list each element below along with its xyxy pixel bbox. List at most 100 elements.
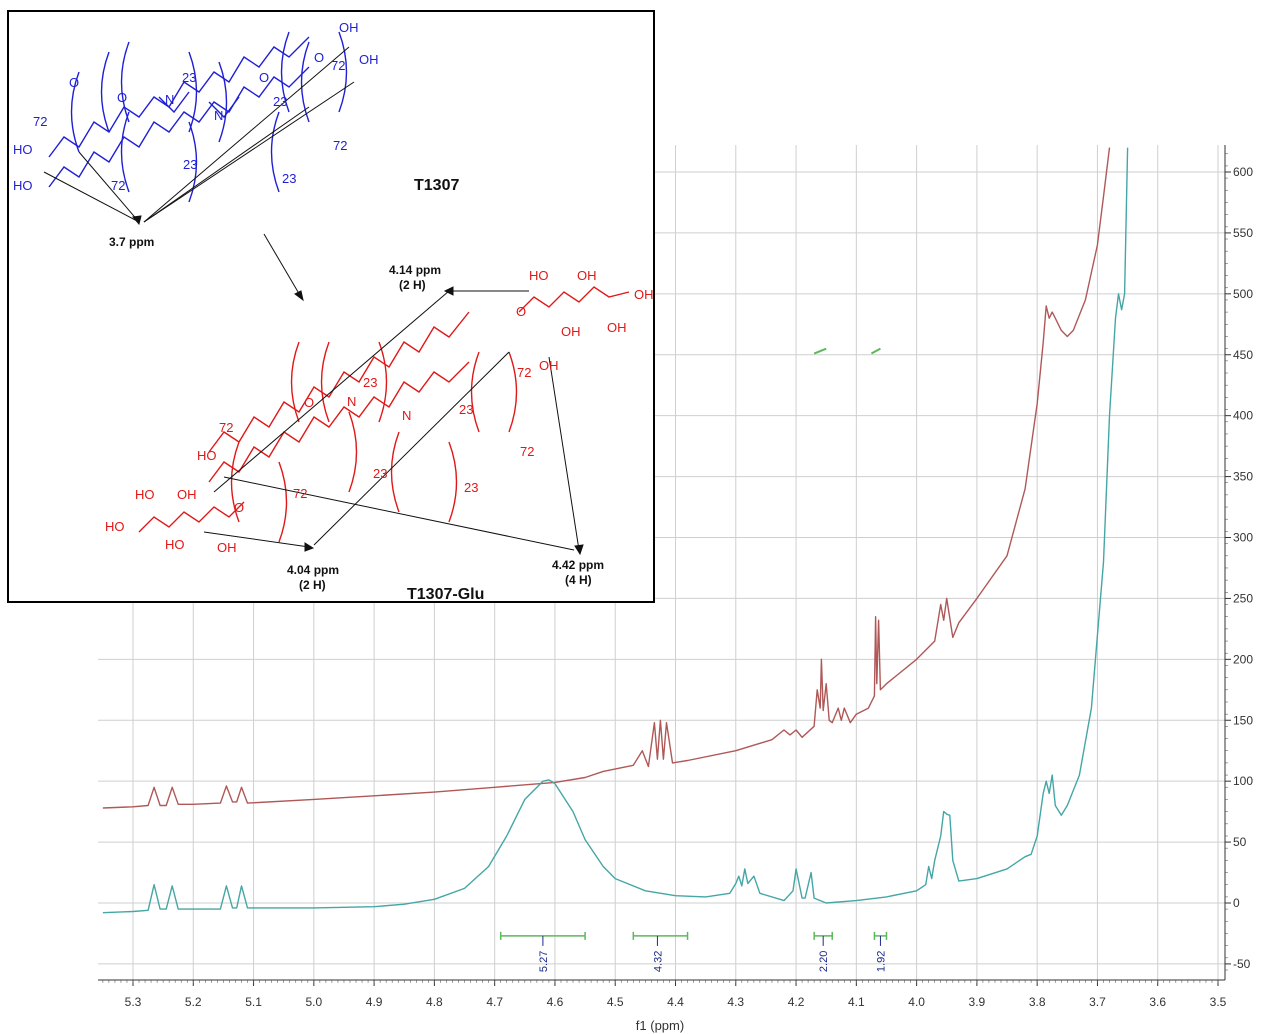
blue-72-label-3: 72: [331, 58, 345, 73]
red-ho-label-1: HO: [529, 268, 549, 283]
blue-72-label-2: 72: [111, 178, 125, 193]
red-o-label-3: O: [304, 395, 314, 410]
title-t1307-glu: T1307-Glu: [407, 586, 484, 603]
x-tick-label: 3.8: [1029, 995, 1046, 1009]
annotation-3-7-ppm: 3.7 ppm: [109, 235, 154, 249]
integral-marker: 4.32: [632, 931, 689, 972]
red-oh-label-4: OH: [607, 320, 627, 335]
red-ho-label-4: HO: [105, 519, 125, 534]
integral-label: 1.92: [875, 951, 887, 972]
x-tick-label: 3.7: [1089, 995, 1106, 1009]
y-tick-label: 350: [1233, 470, 1253, 484]
blue-n-label-2: N: [214, 108, 223, 123]
red-oh-label-7: OH: [217, 540, 237, 555]
blue-o-label-3: O: [259, 70, 269, 85]
blue-23-label-1: 23: [182, 70, 196, 85]
red-n-label-2: N: [402, 408, 411, 423]
x-tick-label: 4.9: [366, 995, 383, 1009]
y-tick-label: 450: [1233, 348, 1253, 362]
x-tick-label: 4.2: [788, 995, 805, 1009]
red-ho-label-3: HO: [135, 487, 155, 502]
red-oh-label-5: OH: [539, 358, 559, 373]
red-oh-label-6: OH: [177, 487, 197, 502]
x-tick-label: 4.1: [848, 995, 865, 1009]
blue-oh-label-1: OH: [339, 20, 359, 35]
x-tick-label: 5.0: [305, 995, 322, 1009]
red-oh-label-1: OH: [577, 268, 597, 283]
red-oh-label-3: OH: [561, 324, 581, 339]
blue-23-label-3: 23: [273, 94, 287, 109]
blue-72-label-1: 72: [33, 114, 47, 129]
spectrum-teal-line: [102, 147, 1129, 914]
t1307-glu-structure: [138, 286, 630, 543]
annotation-4-42-ppm: 4.42 ppm: [552, 558, 604, 572]
annotation-4-04-ppm: 4.04 ppm: [287, 563, 339, 577]
axes-layer: 5.3 5.2 5.1 5.0 4.9 4.8 4.7 4.6 4.5 4.4 4.3 4.2 4.1 4…: [98, 145, 1253, 1009]
x-tick-label: 5.1: [245, 995, 262, 1009]
red-n-label-1: N: [347, 394, 356, 409]
integral-curve: [813, 347, 827, 355]
structure-inset: OH OH HO HO O O O O N N 23 23 23 23 72 7…: [7, 10, 655, 603]
y-tick-label: 100: [1233, 774, 1253, 788]
blue-ho-label-2: HO: [13, 178, 33, 193]
blue-o-label-2: O: [117, 90, 127, 105]
blue-o-label-4: O: [314, 50, 324, 65]
red-72-label-2: 72: [293, 486, 307, 501]
y-tick-label: 400: [1233, 409, 1253, 423]
x-tick-label: 4.6: [547, 995, 564, 1009]
inset-arrows: [43, 46, 584, 556]
red-o-label-2: O: [234, 500, 244, 515]
red-23-label-4: 23: [464, 480, 478, 495]
annotation-4-14-h: (2 H): [399, 278, 426, 292]
red-23-label-3: 23: [373, 466, 387, 481]
y-tick-label: 300: [1233, 531, 1253, 545]
annotation-4-04-h: (2 H): [299, 578, 326, 592]
blue-23-label-4: 23: [282, 171, 296, 186]
red-atom-labels: HO OH OH OH OH OH HO HO OH HO HO OH O O …: [105, 268, 654, 555]
red-72-label-3: 72: [517, 365, 531, 380]
t1307-structure: [48, 31, 348, 203]
integral-marker: 1.92: [873, 931, 887, 972]
red-oh-label-2: OH: [634, 287, 654, 302]
annotation-4-14-ppm: 4.14 ppm: [389, 263, 441, 277]
y-tick-label: -50: [1233, 957, 1251, 971]
x-tick-label: 3.6: [1149, 995, 1166, 1009]
x-tick-label: 4.4: [667, 995, 684, 1009]
x-tick-label: 4.3: [727, 995, 744, 1009]
x-axis-label: f1 (ppm): [636, 1018, 684, 1033]
red-o-label-1: O: [516, 304, 526, 319]
blue-o-label-1: O: [69, 75, 79, 90]
red-ho-label-2: HO: [197, 448, 217, 463]
blue-72-label-4: 72: [333, 138, 347, 153]
x-tick-label: 3.5: [1210, 995, 1227, 1009]
y-tick-label: 50: [1233, 835, 1247, 849]
y-tick-label: 200: [1233, 652, 1253, 666]
integral-label: 4.32: [652, 951, 664, 972]
x-tick-label: 4.0: [908, 995, 925, 1009]
red-ho-label-5: HO: [165, 537, 185, 552]
x-tick-label: 3.9: [969, 995, 986, 1009]
integral-label: 2.20: [818, 951, 830, 972]
x-tick-label: 4.7: [486, 995, 503, 1009]
blue-oh-label-2: OH: [359, 52, 379, 67]
annotation-4-42-h: (4 H): [565, 573, 592, 587]
integral-marker: 2.20: [813, 931, 833, 972]
red-23-label-1: 23: [363, 375, 377, 390]
x-tick-label: 5.2: [185, 995, 202, 1009]
red-72-label-4: 72: [520, 444, 534, 459]
integral-label: 5.27: [538, 951, 550, 972]
spectrum-red-line: [102, 147, 1111, 809]
y-tick-label: 600: [1233, 165, 1253, 179]
x-tick-label: 4.5: [607, 995, 624, 1009]
red-23-label-2: 23: [459, 402, 473, 417]
title-t1307: T1307: [414, 177, 459, 194]
y-tick-label: 250: [1233, 591, 1253, 605]
blue-n-label-1: N: [165, 92, 174, 107]
x-tick-label: 4.8: [426, 995, 443, 1009]
red-72-label-1: 72: [219, 420, 233, 435]
x-tick-label: 5.3: [125, 995, 142, 1009]
y-tick-label: 550: [1233, 226, 1253, 240]
integral-marker: 5.27: [499, 931, 586, 972]
y-tick-label: 500: [1233, 287, 1253, 301]
integral-curve: [870, 347, 881, 355]
